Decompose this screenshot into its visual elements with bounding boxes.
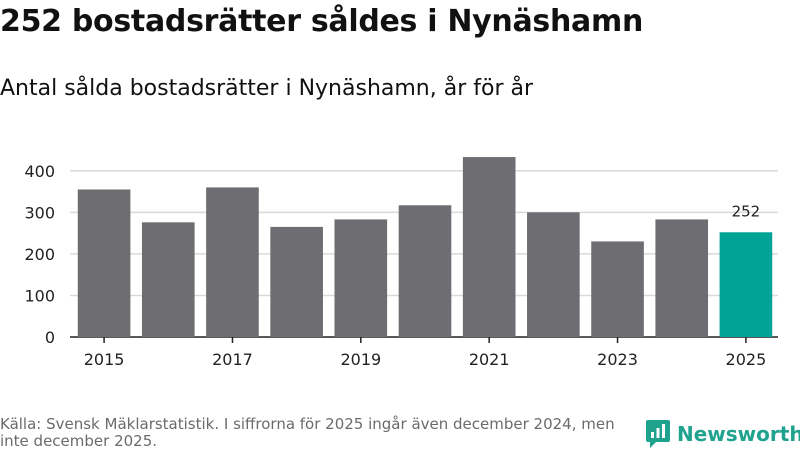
data-labels: 252 (732, 202, 761, 220)
y-tick-label: 200 (24, 245, 55, 264)
brand-name: Newsworthy (677, 422, 800, 446)
newsworthy-logo[interactable]: Newsworthy (645, 419, 800, 449)
source-note: Källa: Svensk Mäklarstatistik. I siffror… (0, 415, 615, 450)
bar-2020 (398, 205, 452, 337)
bars (77, 157, 773, 337)
y-tick-label: 300 (24, 203, 55, 222)
x-tick-label: 2017 (212, 350, 253, 369)
bar-chart: 0 100 200 300 400 2015 2017 2019 2021 2023 2025 2… (24, 157, 778, 369)
y-tick-label: 400 (24, 162, 55, 181)
x-axis-ticks: 2015 2017 2019 2021 2023 2025 (84, 337, 767, 369)
x-tick-label: 2015 (84, 350, 125, 369)
y-tick-label: 0 (45, 328, 55, 347)
y-tick-label: 100 (24, 286, 55, 305)
chart-title: 252 bostadsrätter såldes i Nynäshamn (0, 4, 644, 39)
data-label-2025: 252 (732, 202, 761, 220)
bar-2015 (77, 189, 131, 337)
y-axis-ticks: 0 100 200 300 400 (24, 162, 55, 347)
chart-subtitle: Antal sålda bostadsrätter i Nynäshamn, å… (0, 76, 534, 101)
bar-2019 (334, 219, 388, 337)
x-tick-label: 2019 (340, 350, 381, 369)
bar-2021 (462, 157, 516, 337)
bar-2018 (270, 226, 323, 337)
bar-2017 (206, 187, 259, 337)
bar-2023 (591, 241, 644, 337)
bar-2022 (527, 212, 580, 337)
x-tick-label: 2023 (597, 350, 638, 369)
bar-2016 (141, 222, 195, 337)
newsworthy-logo-icon (646, 420, 670, 448)
x-tick-label: 2021 (469, 350, 510, 369)
bar-2025 (719, 232, 773, 337)
x-tick-label: 2025 (726, 350, 767, 369)
bar-2024 (655, 219, 709, 337)
